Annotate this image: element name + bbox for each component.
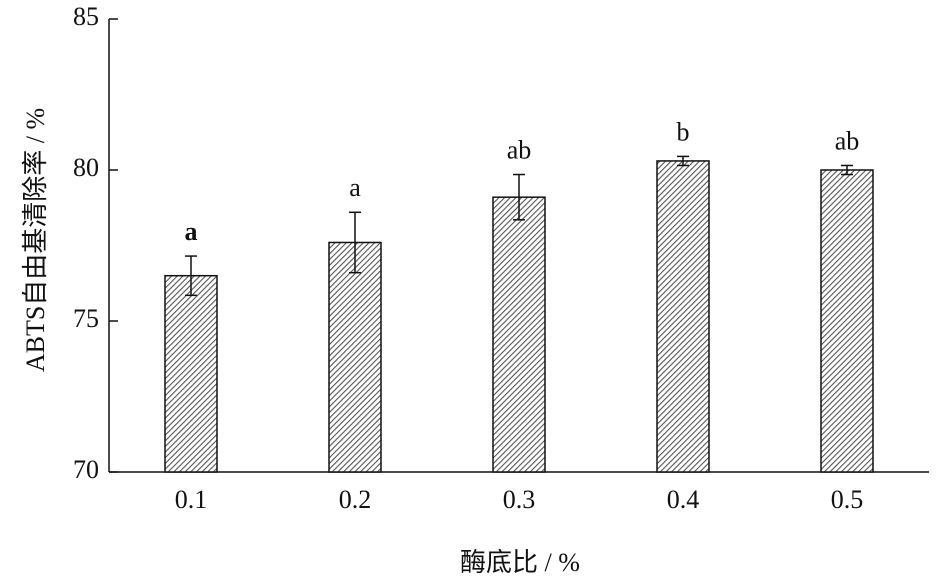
error-bar	[349, 211, 361, 274]
x-tick-label: 0.2	[339, 485, 372, 514]
annotation: ab	[507, 135, 532, 164]
error-bar	[513, 173, 525, 221]
x-tick-label: 0.5	[831, 485, 864, 514]
y-tick-label: 70	[73, 455, 99, 484]
error-bar	[185, 255, 197, 297]
y-tick-label: 80	[73, 153, 99, 182]
x-tick-label: 0.3	[503, 485, 536, 514]
y-axis-label: ABTS自由基清除率 / %	[21, 108, 50, 372]
bar	[656, 160, 710, 473]
y-tick-label: 85	[73, 2, 99, 31]
error-bar	[841, 164, 853, 176]
bar	[164, 274, 218, 473]
x-tick-label: 0.1	[175, 485, 208, 514]
annotation: a	[185, 217, 198, 246]
error-bar	[677, 155, 689, 167]
x-axis-label: 酶底比 / %	[460, 548, 580, 577]
bar	[820, 169, 874, 473]
bar	[328, 241, 382, 473]
annotation: b	[677, 117, 690, 146]
annotation: ab	[835, 126, 860, 155]
y-tick-label: 75	[73, 304, 99, 333]
x-tick-label: 0.4	[667, 485, 700, 514]
bar	[492, 196, 546, 473]
annotation: a	[349, 173, 361, 202]
